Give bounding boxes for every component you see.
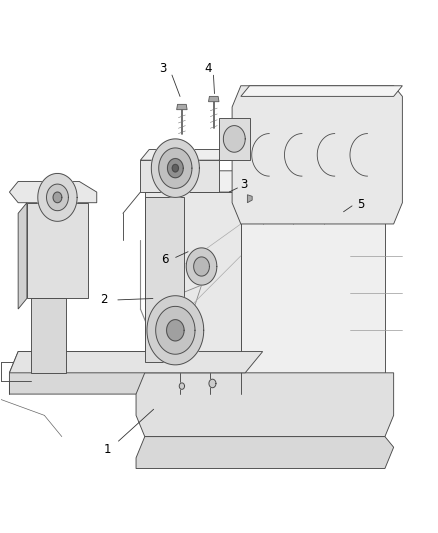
Polygon shape (27, 203, 88, 298)
Polygon shape (232, 86, 403, 224)
Polygon shape (177, 104, 187, 110)
Text: 3: 3 (240, 177, 248, 191)
Polygon shape (145, 197, 184, 362)
Polygon shape (241, 192, 385, 373)
Polygon shape (179, 383, 184, 389)
Polygon shape (10, 352, 263, 394)
Polygon shape (209, 379, 216, 387)
Polygon shape (208, 96, 219, 102)
Polygon shape (159, 148, 192, 188)
Text: 4: 4 (205, 62, 212, 75)
Text: 6: 6 (161, 253, 168, 266)
Polygon shape (219, 118, 250, 160)
Polygon shape (141, 150, 228, 160)
Polygon shape (152, 139, 199, 197)
Polygon shape (10, 181, 97, 203)
Polygon shape (166, 320, 184, 341)
Polygon shape (147, 296, 204, 365)
Polygon shape (247, 195, 252, 203)
Polygon shape (166, 171, 394, 192)
Polygon shape (136, 373, 394, 437)
Polygon shape (10, 352, 263, 373)
Polygon shape (241, 86, 403, 96)
Polygon shape (46, 184, 68, 211)
Text: 1: 1 (104, 443, 111, 456)
Polygon shape (167, 159, 183, 177)
Text: 3: 3 (159, 62, 167, 75)
Polygon shape (145, 192, 241, 373)
Polygon shape (194, 257, 209, 276)
Polygon shape (38, 173, 77, 221)
Polygon shape (18, 203, 27, 309)
Polygon shape (141, 160, 219, 192)
Polygon shape (53, 192, 62, 203)
Text: 5: 5 (357, 198, 364, 211)
Text: 2: 2 (100, 294, 107, 306)
Polygon shape (186, 248, 217, 285)
Polygon shape (136, 437, 394, 469)
Polygon shape (155, 306, 195, 354)
Polygon shape (223, 126, 245, 152)
Polygon shape (31, 298, 66, 373)
Polygon shape (172, 165, 178, 172)
